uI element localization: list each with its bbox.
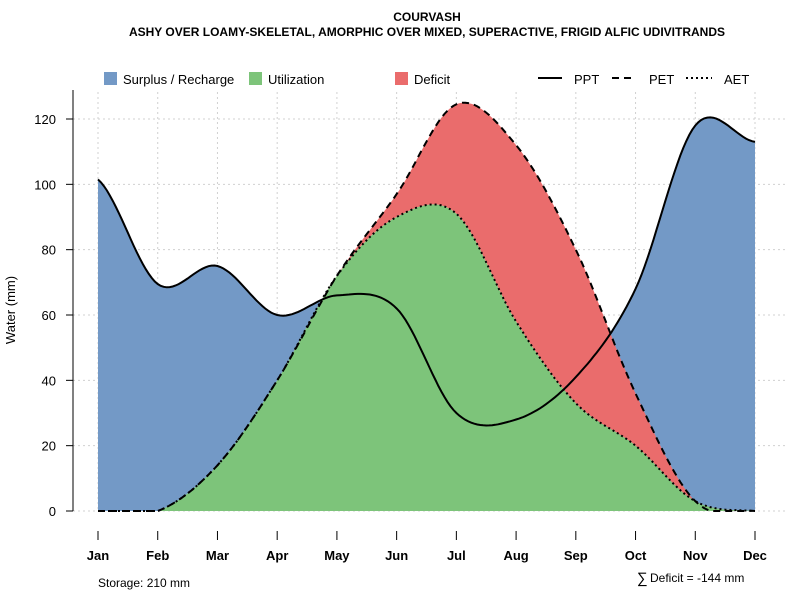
legend-label-utilization: Utilization [268, 72, 324, 87]
x-axis: Jan Feb Mar Apr May Jun Jul Aug Sep Oct Nov Dec [87, 531, 767, 563]
x-tick-label: Feb [146, 548, 169, 563]
x-tick-label: Jan [87, 548, 109, 563]
x-tick-label: Jul [447, 548, 466, 563]
legend-swatch-utilization [249, 72, 262, 85]
chart-title: COURVASH [393, 10, 461, 24]
y-tick-label: 100 [34, 177, 56, 192]
x-tick-label: Jun [385, 548, 408, 563]
sigma-symbol: ∑ [637, 570, 648, 587]
deficit-sum-annotation: Deficit = -144 mm [650, 571, 744, 585]
legend-label-deficit: Deficit [414, 72, 451, 87]
legend-swatch-surplus [104, 72, 117, 85]
series-lines [97, 101, 756, 512]
areas [98, 102, 755, 512]
x-tick-label: May [324, 548, 350, 563]
y-tick-label: 120 [34, 112, 56, 127]
legend-swatch-deficit [395, 72, 408, 85]
x-tick-label: Apr [266, 548, 288, 563]
x-tick-label: Nov [683, 548, 708, 563]
y-axis-label: Water (mm) [3, 276, 18, 344]
y-tick-label: 60 [42, 308, 56, 323]
legend-label-aet: AET [724, 72, 749, 87]
x-tick-label: Oct [625, 548, 647, 563]
legend-label-surplus: Surplus / Recharge [123, 72, 234, 87]
series-line-ppt [97, 116, 756, 427]
x-tick-label: Aug [503, 548, 528, 563]
utilization-area [98, 204, 755, 511]
y-tick-label: 20 [42, 439, 56, 454]
deficit-area [98, 102, 755, 511]
storage-annotation: Storage: 210 mm [98, 576, 190, 590]
y-axis: 0 20 40 60 80 100 120 [34, 90, 74, 519]
legend: Surplus / Recharge Utilization Deficit P… [104, 72, 749, 87]
y-tick-label: 0 [49, 504, 56, 519]
y-tick-label: 40 [42, 373, 56, 388]
legend-label-ppt: PPT [574, 72, 599, 87]
y-tick-label: 80 [42, 243, 56, 258]
legend-label-pet: PET [649, 72, 674, 87]
chart-subtitle: ASHY OVER LOAMY-SKELETAL, AMORPHIC OVER … [129, 25, 725, 39]
x-tick-label: Mar [206, 548, 229, 563]
x-tick-label: Dec [743, 548, 767, 563]
series-line-aet [98, 203, 756, 512]
x-tick-label: Sep [564, 548, 588, 563]
